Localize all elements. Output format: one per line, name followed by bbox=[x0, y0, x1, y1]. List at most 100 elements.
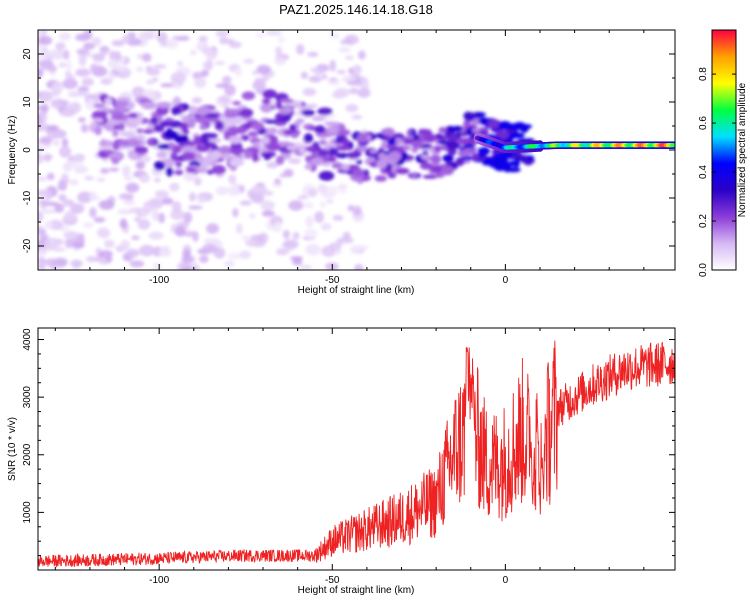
spectrogram-cell bbox=[148, 231, 164, 240]
spectrogram-cell bbox=[213, 247, 226, 259]
spectrogram-cell bbox=[319, 139, 327, 146]
spectrogram-cell bbox=[324, 141, 336, 149]
spectrogram-cell bbox=[447, 147, 457, 156]
spectrogram-cell bbox=[519, 123, 529, 133]
spectrogram-cell bbox=[304, 146, 316, 152]
spectrogram-cell bbox=[490, 163, 497, 168]
spectrogram-cell bbox=[54, 203, 65, 213]
spectrogram-cell bbox=[294, 257, 302, 263]
spectrogram-cell bbox=[256, 64, 271, 75]
spectrogram-cell bbox=[38, 67, 44, 78]
spectrogram-cell bbox=[107, 71, 115, 82]
snr-y-tick-label: 2000 bbox=[22, 443, 33, 466]
spectrogram-cell bbox=[234, 66, 242, 77]
spectrogram-cell bbox=[153, 177, 161, 183]
spectrogram-cell bbox=[58, 32, 72, 41]
spectrogram-cell bbox=[275, 99, 282, 110]
spectrogram-cell bbox=[58, 146, 72, 158]
spectrogram-cell bbox=[104, 97, 113, 106]
spectrogram-cell bbox=[235, 223, 243, 234]
spectrogram-cell bbox=[83, 42, 96, 50]
spectrogram-cell bbox=[458, 137, 472, 145]
spectrogram-cell bbox=[326, 128, 340, 134]
spectrogram-cell bbox=[354, 263, 364, 270]
spectrogram-cell bbox=[376, 159, 388, 169]
spectrogram-cell bbox=[387, 151, 403, 161]
spectrogram-cell bbox=[50, 89, 61, 97]
spectrogram-cell bbox=[324, 121, 341, 126]
spectrogram-cell bbox=[198, 35, 208, 43]
spectrogram-cell bbox=[317, 185, 329, 194]
spectrogram-cell bbox=[308, 75, 322, 83]
spectrogram-cell bbox=[45, 124, 60, 132]
colorbar-tick-label: 0.8 bbox=[698, 67, 709, 81]
spectrogram-cell bbox=[125, 182, 140, 193]
spectrogram-cell bbox=[119, 131, 136, 137]
spectrogram-cell bbox=[507, 123, 520, 131]
spectrogram-cell bbox=[134, 134, 146, 141]
spectrogram-cell bbox=[303, 133, 314, 144]
spectrogram-cell bbox=[434, 145, 441, 153]
spectrogram-cell bbox=[136, 66, 144, 73]
spectrogram-cell bbox=[99, 45, 110, 54]
spectrogram-cell bbox=[154, 190, 169, 199]
spectrogram-cell bbox=[232, 116, 244, 125]
spectrogram-cell bbox=[444, 131, 453, 137]
spectrogram-cell bbox=[204, 113, 219, 119]
colorbar-frame bbox=[711, 29, 737, 271]
spectrogram-x-label: Height of straight line (km) bbox=[298, 285, 415, 296]
colorbar: 0.0 0.2 0.4 0.6 0.8 Normalized spectral ampl… bbox=[698, 29, 748, 277]
spectrogram-cell bbox=[215, 83, 230, 88]
spectrogram-cell bbox=[135, 161, 145, 170]
spectrogram-cell bbox=[374, 175, 387, 182]
spectrogram-cell bbox=[72, 241, 85, 249]
spectrogram-cell bbox=[472, 128, 481, 133]
spectrogram-cell bbox=[77, 86, 90, 91]
spectrogram-x-tick-label: -50 bbox=[325, 275, 340, 286]
colorbar-tick-label: 0.2 bbox=[698, 214, 709, 228]
spectrogram-cell bbox=[153, 160, 165, 171]
spectrogram-cell bbox=[108, 167, 120, 172]
spectrogram-cell bbox=[340, 163, 351, 171]
spectrogram-cell bbox=[105, 255, 113, 263]
spectrogram-cell bbox=[307, 188, 318, 198]
spectrogram-cell bbox=[77, 117, 86, 123]
spectrogram-cell bbox=[260, 136, 271, 145]
spectrogram-cell bbox=[158, 212, 166, 224]
spectrogram-cell bbox=[196, 116, 211, 124]
spectrogram-cell bbox=[122, 34, 131, 43]
spectrogram-cell bbox=[336, 145, 351, 151]
spectrogram-cell bbox=[169, 182, 180, 192]
spectrogram-cell bbox=[38, 153, 45, 165]
spectrogram-cell bbox=[274, 221, 281, 232]
spectrogram-cell bbox=[412, 140, 423, 149]
spectrogram-cell bbox=[382, 127, 395, 138]
spectrogram-cell bbox=[325, 199, 334, 204]
spectrogram-cell bbox=[112, 141, 120, 151]
spectrogram-cell bbox=[126, 248, 140, 258]
spectrogram-ridge-cell bbox=[669, 143, 675, 148]
spectrogram-cell bbox=[146, 79, 154, 85]
spectrogram-cell bbox=[139, 173, 151, 184]
spectrogram-cell bbox=[187, 118, 196, 129]
snr-y-label: SNR (10 * v/v) bbox=[7, 417, 18, 481]
spectrogram-cell bbox=[357, 87, 371, 98]
spectrogram-cell bbox=[196, 41, 209, 52]
spectrogram-cell bbox=[395, 146, 404, 153]
spectrogram-cell bbox=[199, 138, 210, 145]
spectrogram-cell bbox=[266, 30, 282, 36]
spectrogram-cell bbox=[243, 58, 255, 64]
spectrogram-cell bbox=[244, 238, 257, 247]
spectrogram-cell bbox=[39, 35, 53, 46]
spectrogram-cell bbox=[73, 153, 86, 162]
spectrogram-cell bbox=[205, 138, 222, 143]
spectrogram-cell bbox=[289, 124, 297, 131]
spectrogram-cell bbox=[81, 77, 94, 87]
spectrogram-cell bbox=[346, 80, 362, 86]
spectrogram-cell bbox=[123, 175, 134, 181]
spectrogram-cell bbox=[178, 35, 190, 41]
spectrogram-x-tick-label: -100 bbox=[149, 275, 169, 286]
spectrogram-cell bbox=[112, 129, 119, 138]
spectrogram-cell bbox=[53, 140, 60, 146]
